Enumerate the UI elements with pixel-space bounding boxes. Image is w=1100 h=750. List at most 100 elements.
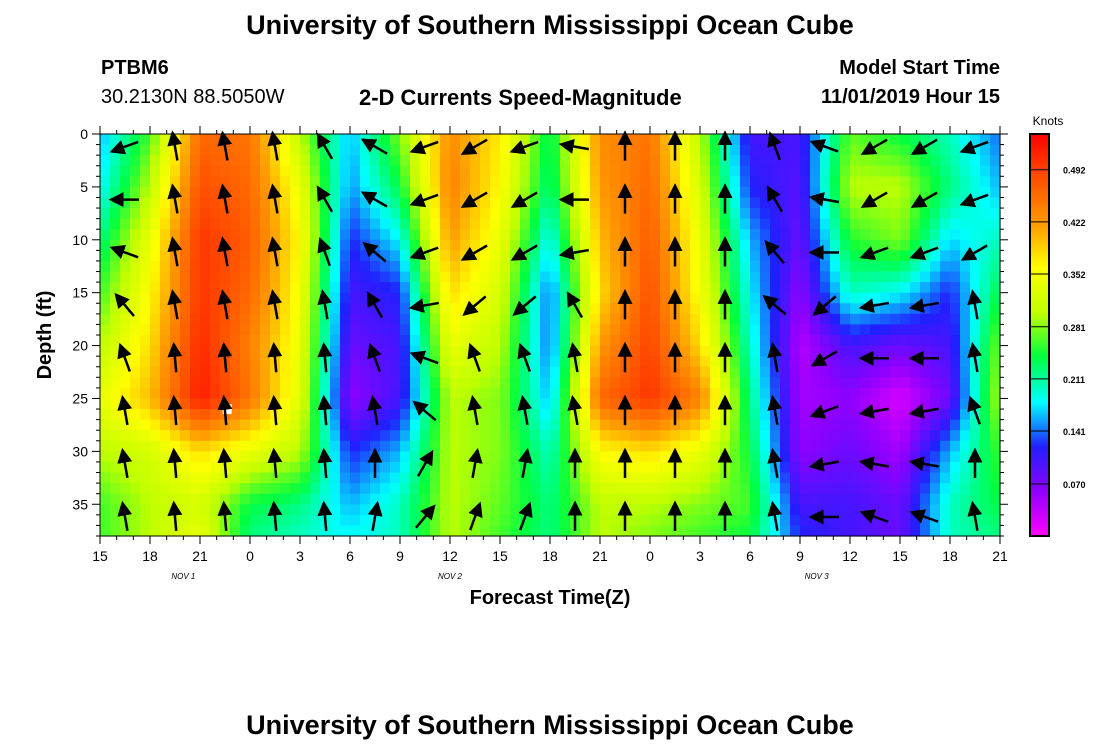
heatmap-cell — [530, 303, 541, 315]
heatmap-cell — [630, 197, 641, 209]
heatmap-cell — [470, 493, 481, 505]
heatmap-cell — [960, 483, 971, 495]
heatmap-cell — [520, 134, 531, 146]
heatmap-cell — [330, 409, 341, 421]
heatmap-cell — [450, 345, 461, 357]
heatmap-cell — [260, 472, 271, 484]
heatmap-cell — [320, 366, 331, 378]
heatmap-cell — [800, 514, 811, 527]
heatmap-cell — [310, 197, 321, 209]
heatmap-cell — [770, 387, 781, 400]
heatmap-cell — [480, 165, 491, 177]
heatmap-cell — [990, 292, 1001, 304]
heatmap-cell — [400, 303, 411, 315]
heatmap-cell — [910, 514, 921, 527]
heatmap-cell — [350, 134, 361, 146]
heatmap-cell — [940, 377, 951, 389]
heatmap-cell — [240, 461, 251, 474]
heatmap-cell — [530, 377, 541, 389]
heatmap-cell — [480, 387, 491, 400]
heatmap-cell — [890, 197, 901, 209]
heatmap-cell — [550, 165, 561, 177]
heatmap-cell — [500, 472, 511, 484]
heatmap-cell — [950, 324, 961, 336]
heatmap-cell — [510, 409, 521, 421]
heatmap-cell — [390, 461, 401, 474]
heatmap-cell — [170, 176, 181, 188]
heatmap-cell — [420, 208, 431, 220]
heatmap-cell — [990, 345, 1001, 357]
heatmap-cell — [440, 282, 451, 294]
heatmap-cell — [210, 335, 221, 347]
heatmap-cell — [210, 366, 221, 378]
heatmap-cell — [670, 440, 681, 452]
heatmap-cell — [250, 430, 261, 442]
heatmap-cell — [410, 186, 421, 199]
heatmap-cell — [470, 239, 481, 251]
heatmap-cell — [870, 387, 881, 400]
heatmap-cell — [380, 345, 391, 357]
heatmap-cell — [890, 398, 901, 410]
current-vector-arrow — [767, 131, 782, 161]
heatmap-cell — [810, 451, 821, 463]
y-tick-label: 5 — [80, 179, 88, 195]
heatmap-cell — [850, 356, 861, 368]
heatmap-cell — [670, 218, 681, 230]
heatmap-cell — [740, 324, 751, 336]
heatmap-cell — [750, 250, 761, 262]
heatmap-cell — [870, 483, 881, 495]
heatmap-cell — [630, 461, 641, 474]
heatmap-cell — [430, 282, 441, 294]
heatmap-cell — [580, 144, 591, 156]
heatmap-cell — [300, 419, 311, 431]
heatmap-cell — [250, 239, 261, 251]
heatmap-cell — [310, 324, 321, 336]
heatmap-cell — [900, 186, 911, 199]
heatmap-cell — [910, 155, 921, 167]
heatmap-cell — [480, 472, 491, 484]
heatmap-cell — [900, 229, 911, 241]
heatmap-cell — [490, 250, 501, 262]
heatmap-cell — [950, 144, 961, 156]
heatmap-cell — [580, 218, 591, 230]
heatmap-cell — [440, 514, 451, 527]
heatmap-cell — [560, 229, 571, 241]
heatmap-cell — [990, 324, 1001, 336]
heatmap-cell — [770, 229, 781, 241]
heatmap-cell — [200, 208, 211, 220]
heatmap-cell — [480, 377, 491, 389]
heatmap-cell — [460, 504, 471, 516]
heatmap-cell — [250, 493, 261, 505]
heatmap-cell — [210, 409, 221, 421]
heatmap-cell — [840, 430, 851, 442]
heatmap-cell — [750, 430, 761, 442]
heatmap-cell — [920, 483, 931, 495]
colorbar-tick-label: 0.211 — [1063, 375, 1085, 385]
heatmap-cell — [430, 461, 441, 474]
heatmap-cell — [250, 282, 261, 294]
heatmap-cell — [870, 260, 881, 273]
heatmap-cell — [780, 504, 791, 516]
heatmap-cell — [870, 461, 881, 474]
heatmap-cell — [110, 186, 121, 199]
heatmap-cell — [960, 440, 971, 452]
heatmap-cell — [660, 419, 671, 431]
heatmap-cell — [350, 461, 361, 474]
heatmap-cell — [390, 335, 401, 347]
heatmap-cell — [630, 366, 641, 378]
heatmap-cell — [590, 377, 601, 389]
heatmap-cell — [990, 461, 1001, 474]
heatmap-cell — [740, 345, 751, 357]
heatmap-cell — [730, 345, 741, 357]
heatmap-cell — [810, 504, 821, 516]
heatmap-cell — [510, 525, 521, 537]
heatmap-cell — [180, 335, 191, 347]
heatmap-cell — [110, 155, 121, 167]
heatmap-cell — [230, 144, 241, 156]
heatmap-cell — [780, 514, 791, 527]
heatmap-cell — [140, 345, 151, 357]
heatmap-cell — [480, 271, 491, 283]
heatmap-cell — [450, 493, 461, 505]
heatmap-cell — [220, 229, 231, 241]
heatmap-cell — [930, 250, 941, 262]
